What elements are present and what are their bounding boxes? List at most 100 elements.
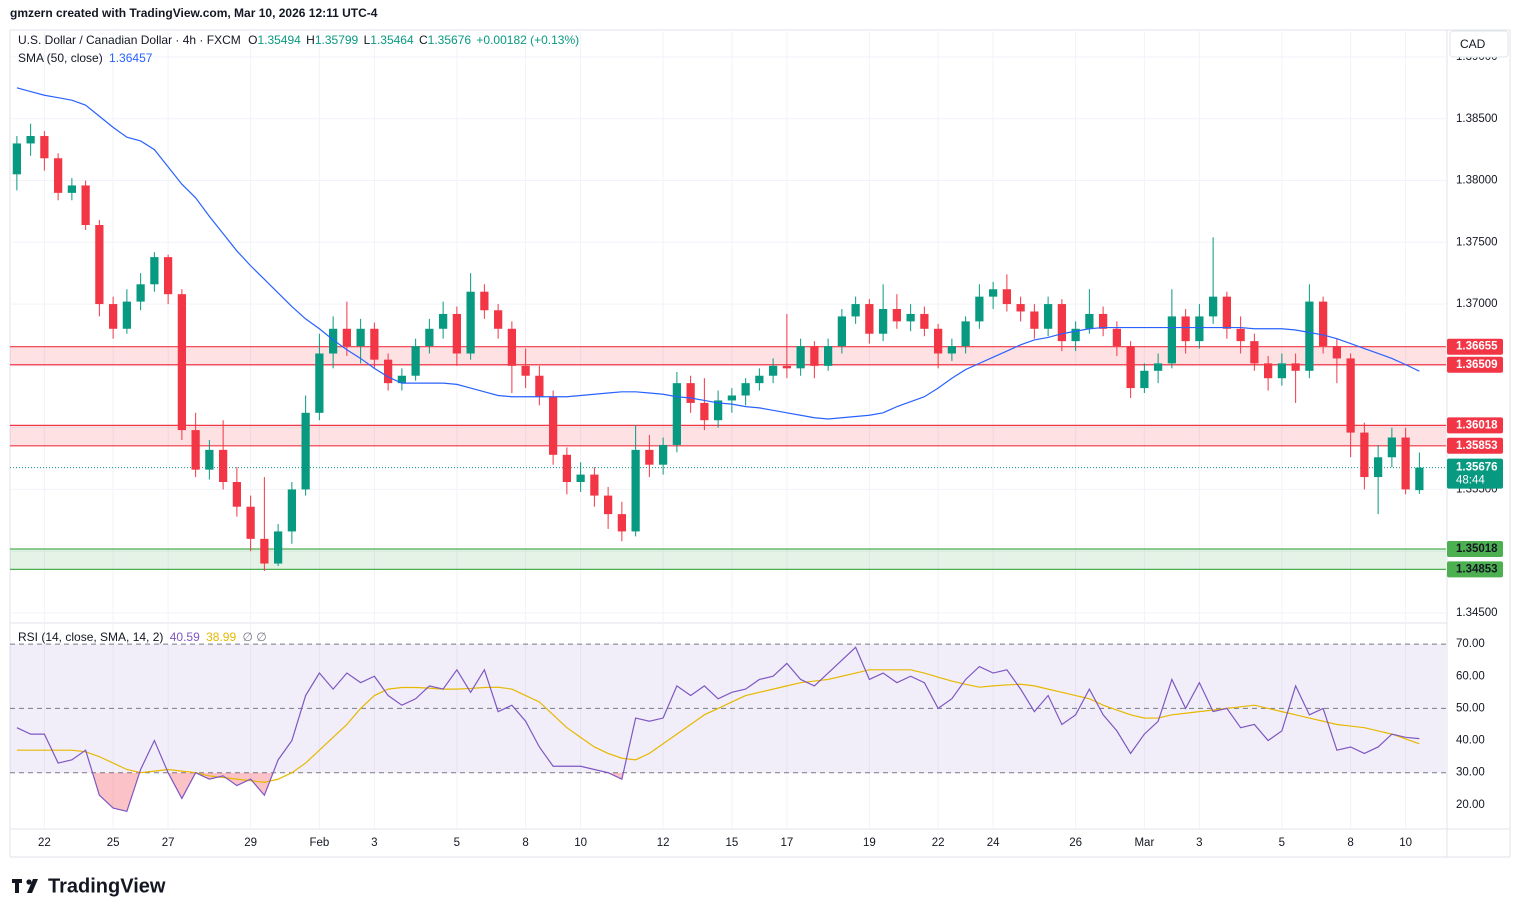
candle-body (1071, 328, 1080, 342)
ohlc-label: O (248, 33, 257, 47)
logo-mark (27, 879, 38, 893)
currency-box[interactable] (1449, 30, 1509, 58)
candle-body (672, 383, 681, 445)
zone-label-box (1447, 437, 1503, 454)
candle-body (12, 143, 21, 175)
y-tick-label: 1.38000 (1456, 175, 1498, 187)
rsi-tick-label: 20.00 (1456, 799, 1485, 811)
candle-body (934, 328, 943, 354)
candle-body (1305, 301, 1314, 371)
candle-body (769, 365, 778, 376)
candle-body (1374, 457, 1383, 478)
candle-body (961, 321, 970, 347)
low-value: 1.35464 (370, 33, 414, 47)
x-tick-label: Feb (309, 837, 329, 849)
zone-label: 1.36509 (1456, 359, 1498, 371)
candle-body (1222, 296, 1231, 329)
candle-body (494, 310, 503, 329)
candle-body (205, 449, 214, 470)
candle-body (1002, 289, 1011, 305)
candle-body (975, 296, 984, 322)
candle-body (232, 482, 241, 507)
logo-mark (12, 879, 28, 893)
x-tick-label: Mar (1134, 837, 1154, 849)
zone-label-box (1447, 417, 1503, 434)
candle-body (191, 430, 200, 470)
candle-body (452, 313, 461, 354)
logo-mark (26, 879, 32, 885)
x-tick-label: 10 (574, 837, 587, 849)
zone-label-box (1447, 356, 1503, 373)
candle-body (67, 185, 76, 193)
candle-body (301, 412, 310, 490)
y-tick-label: 1.34500 (1456, 607, 1498, 619)
rsi-value: 40.59 (170, 630, 200, 644)
candle-body (480, 291, 489, 311)
zone-label: 1.35018 (1456, 543, 1498, 555)
countdown: 48:44 (1456, 475, 1485, 487)
x-tick-label: 8 (522, 837, 528, 849)
candle-body (1057, 304, 1066, 342)
candle-body (425, 328, 434, 347)
rsi-name: RSI (14, close, SMA, 14, 2) (18, 630, 163, 644)
symbol: U.S. Dollar / Canadian Dollar · 4h · FXC… (18, 33, 241, 47)
zone-label-box (1447, 540, 1503, 557)
sma-value: 1.36457 (109, 51, 153, 65)
candle-body (287, 489, 296, 532)
currency[interactable]: CAD (1460, 37, 1486, 51)
rsi-tick-label: 30.00 (1456, 767, 1485, 779)
candle-body (109, 304, 118, 329)
candle-body (659, 444, 668, 465)
candle-body (1319, 301, 1328, 347)
candle-body (1415, 467, 1424, 491)
candle-body (1154, 363, 1163, 371)
candle-body (686, 383, 695, 403)
rsi-legend: RSI (14, close, SMA, 14, 2) 40.59 38.99 … (18, 630, 267, 644)
zone-label: 1.36018 (1456, 419, 1498, 431)
candle-body (920, 313, 929, 329)
ohlc-label: L (364, 33, 371, 47)
candle-body (1140, 370, 1149, 389)
y-tick-label: 1.38500 (1456, 113, 1498, 125)
candle-body (439, 313, 448, 329)
sma-line (16, 87, 1420, 420)
candle-body (122, 301, 131, 329)
zone-label: 1.36655 (1456, 341, 1498, 353)
candle-body (892, 309, 901, 322)
candle-body (851, 304, 860, 317)
x-tick-label: 17 (780, 837, 793, 849)
candle-body (1346, 358, 1355, 433)
x-tick-label: 8 (1347, 837, 1353, 849)
candle-body (411, 346, 420, 376)
zone (10, 548, 1446, 570)
rsi-sma-value: 38.99 (206, 630, 236, 644)
candle-body (879, 309, 888, 334)
rsi-tick-label: 70.00 (1456, 638, 1485, 650)
candle-body (824, 346, 833, 366)
candle-body (549, 396, 558, 455)
candle-body (1195, 316, 1204, 342)
candle-body (755, 375, 764, 384)
candle-body (837, 316, 846, 347)
candle-body (617, 514, 626, 532)
candle-body (1126, 346, 1135, 389)
x-tick-label: 24 (987, 837, 1000, 849)
rsi-band (10, 644, 1446, 773)
candle-body (1387, 437, 1396, 458)
candle-body (177, 294, 186, 431)
zone-label-box (1447, 561, 1503, 578)
legend: U.S. Dollar / Canadian Dollar · 4h · FXC… (18, 33, 579, 47)
candle-body (164, 257, 173, 295)
candle-body (150, 257, 159, 285)
rsi-extra: ∅ ∅ (242, 630, 266, 644)
candle-body (246, 506, 255, 539)
last-price-label: 1.35676 (1456, 462, 1498, 474)
candle-body (1181, 316, 1190, 342)
candle-body (1360, 432, 1369, 478)
candle-body (356, 328, 365, 347)
logo: TradingView (12, 875, 166, 897)
candle-body (507, 328, 516, 366)
candle-body (1044, 304, 1053, 329)
candle-body (1099, 313, 1108, 329)
